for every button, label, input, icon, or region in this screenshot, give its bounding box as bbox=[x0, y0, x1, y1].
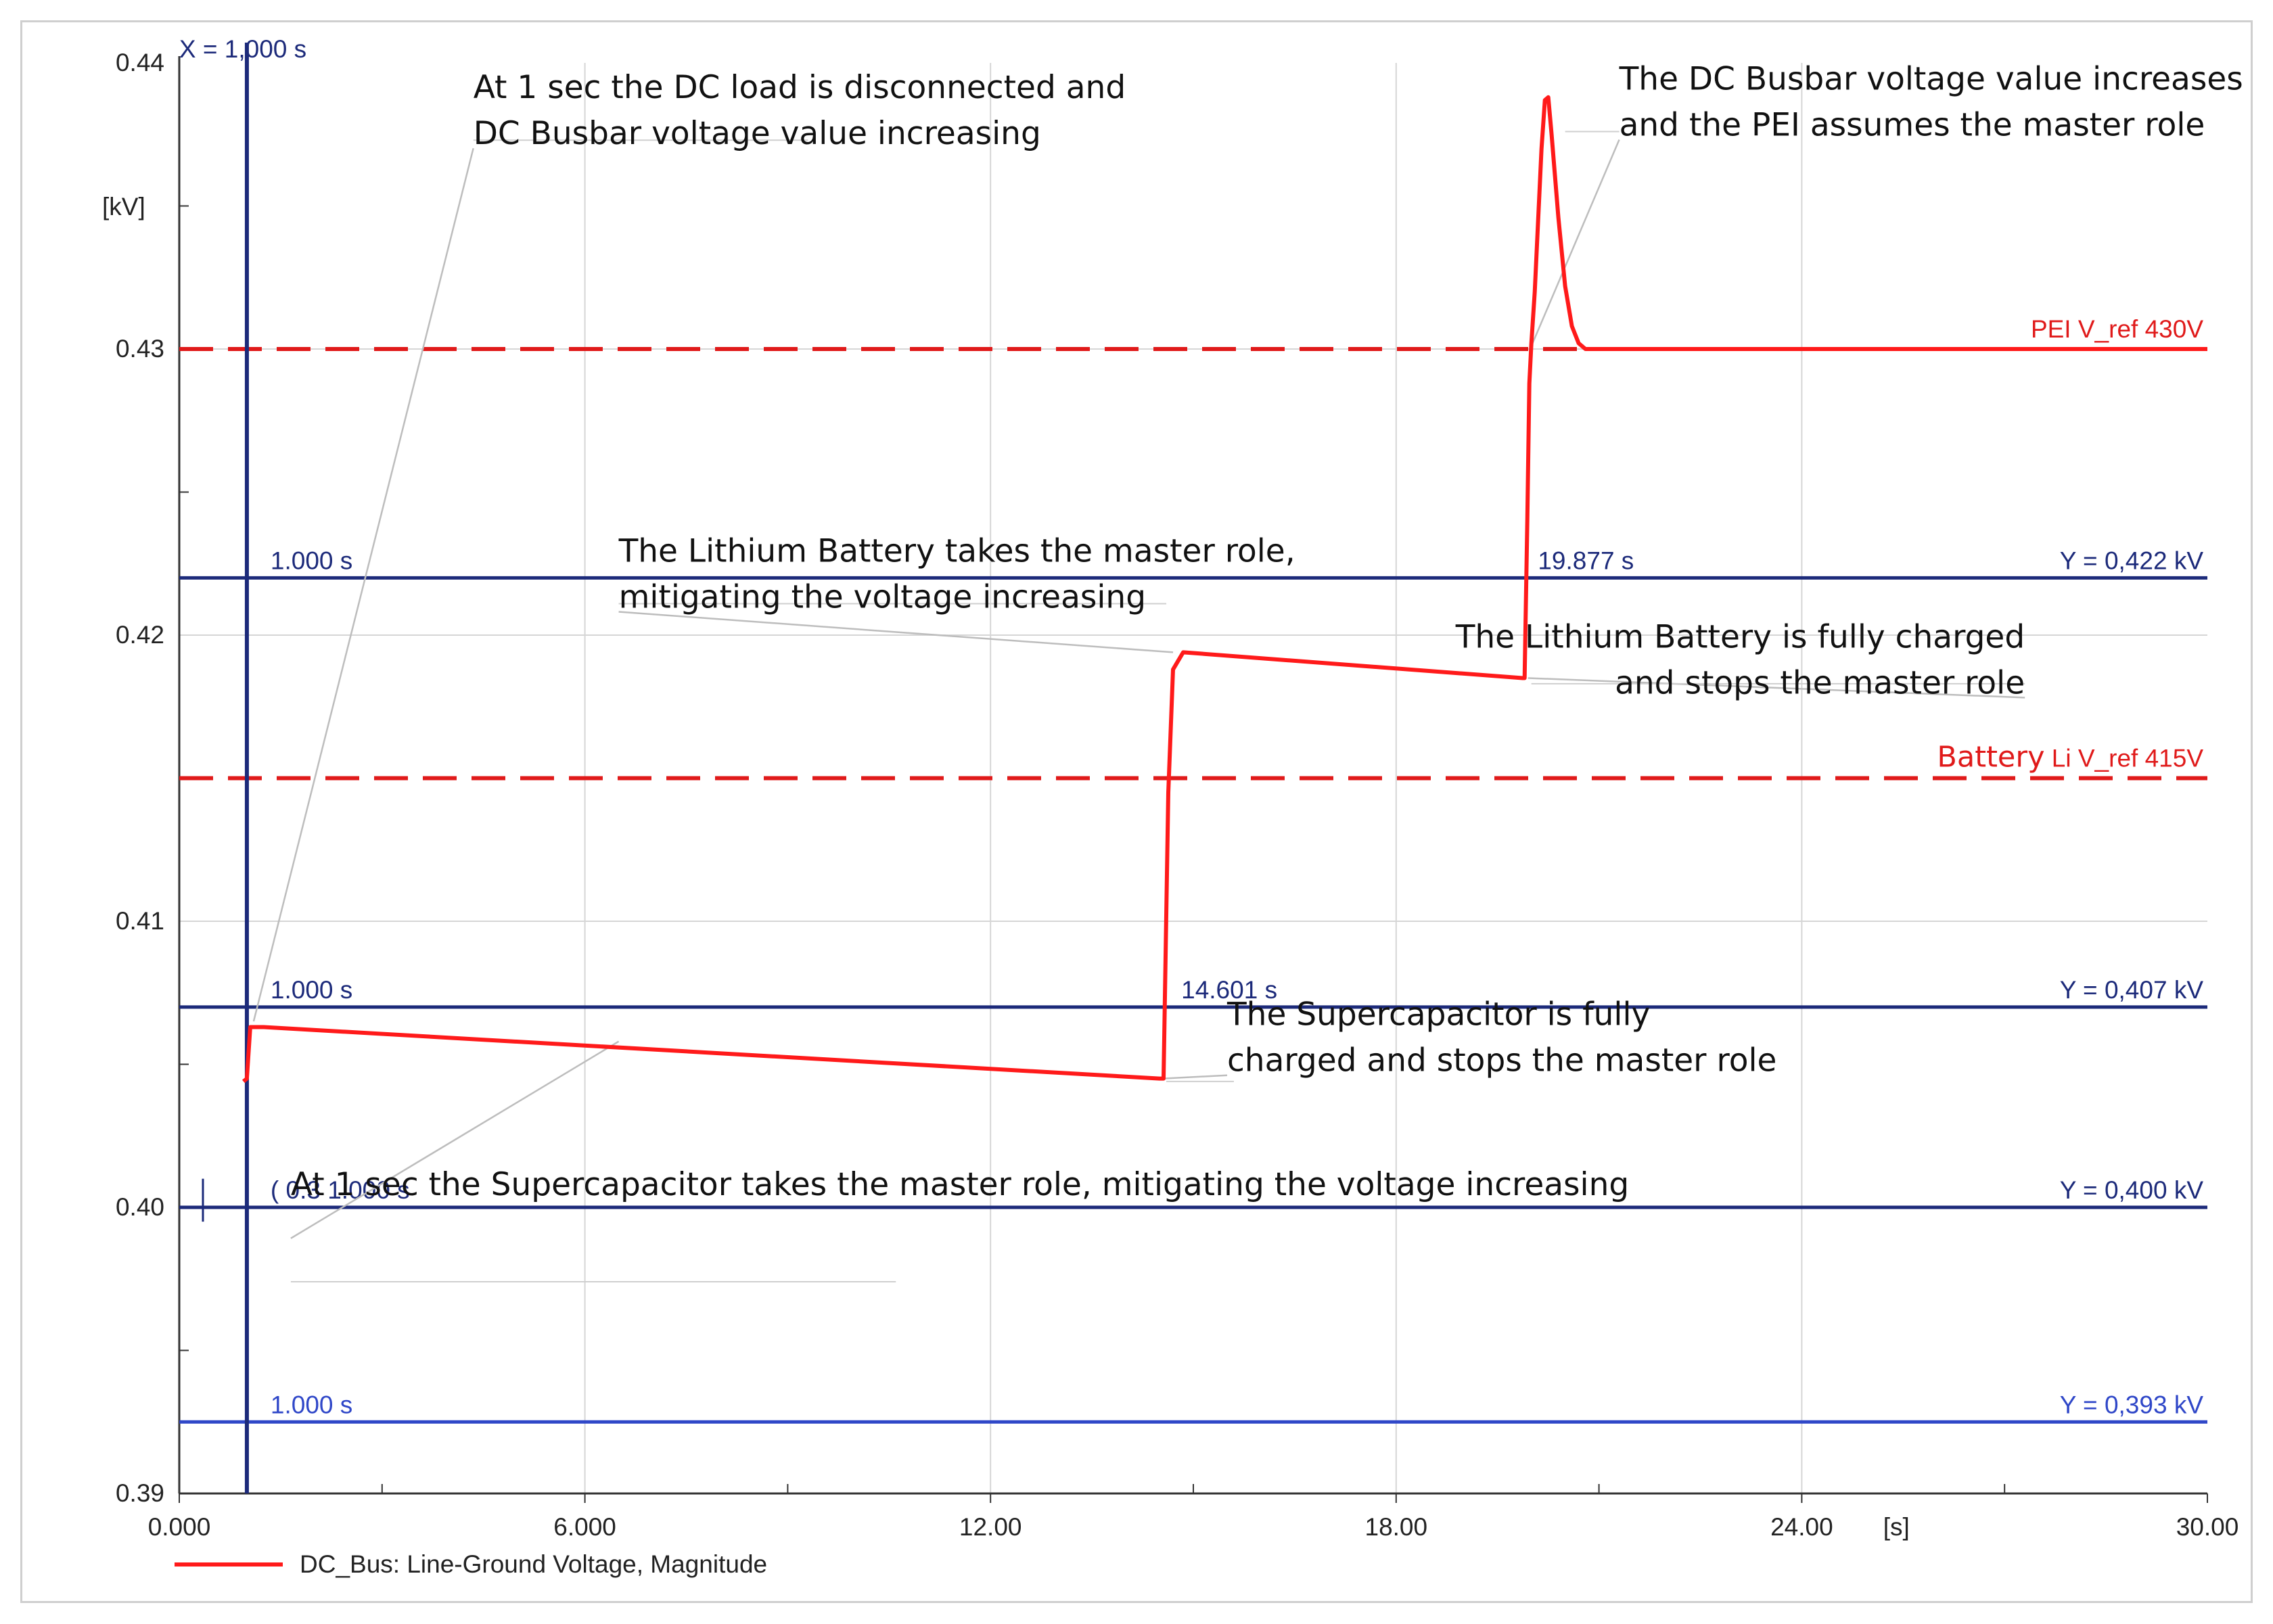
annotation-leader bbox=[618, 611, 1174, 653]
annotation-leader bbox=[252, 147, 474, 1022]
annotation-text: charged and stops the master role bbox=[1227, 1042, 1777, 1080]
x-axis-unit: [s] bbox=[1883, 1513, 1910, 1541]
y-tick-label: 0.39 bbox=[116, 1479, 164, 1507]
voltage-chart: 0.000 6.000 12.00 18.00 24.00 30.00 0.39 0.40 0.… bbox=[102, 35, 2243, 1578]
annotation-text: and stops the master role bbox=[1615, 664, 2025, 701]
reference-line-label: PEI V_ref 430V bbox=[2031, 315, 2203, 343]
x-tick-label: 12.00 bbox=[959, 1513, 1022, 1541]
cursor-left-label: 1.000 s bbox=[271, 1391, 352, 1418]
y-tick-label: 0.43 bbox=[116, 335, 164, 363]
cursor-left-label: 1.000 s bbox=[271, 547, 352, 574]
annotation-text: The Lithium Battery is fully charged bbox=[1455, 618, 2025, 655]
annotation-text: The Lithium Battery takes the master rol… bbox=[618, 532, 1295, 570]
x-tick-label: 18.00 bbox=[1365, 1513, 1428, 1541]
cursor-intersection-label: 19.877 s bbox=[1538, 547, 1634, 574]
x-tick-label: 24.00 bbox=[1770, 1513, 1833, 1541]
x-tick-label: 0.000 bbox=[148, 1513, 211, 1541]
annotation-leader bbox=[1530, 139, 1620, 347]
reference-line-label: Battery Li V_ref 415V bbox=[1937, 741, 2203, 774]
chart-frame: 0.000 6.000 12.00 18.00 24.00 30.00 0.39 0.40 0.… bbox=[20, 20, 2253, 1603]
y-axis-unit: [kV] bbox=[102, 193, 145, 221]
annotation-leader bbox=[290, 1040, 620, 1239]
y-tick-label: 0.44 bbox=[116, 49, 164, 76]
annotation-text: mitigating the voltage increasing bbox=[619, 578, 1147, 616]
cursor-value-label: Y = 0,407 kV bbox=[2060, 976, 2204, 1004]
cursor-x-label: X = 1,000 s bbox=[179, 35, 306, 63]
y-tick-label: 0.40 bbox=[116, 1193, 164, 1221]
reference-line-label-sub: Li V_ref 415V bbox=[2045, 745, 2204, 772]
legend-label: DC_Bus: Line-Ground Voltage, Magnitude bbox=[300, 1550, 767, 1578]
annotation-text: The Supercapacitor is fully bbox=[1226, 996, 1650, 1034]
annotation-leader bbox=[1528, 677, 2025, 699]
reference-line-label-main: Battery bbox=[1937, 741, 2044, 774]
annotation-text: At 1 sec the Supercapacitor takes the ma… bbox=[291, 1166, 1629, 1203]
annotation-text: At 1 sec the DC load is disconnected and bbox=[474, 69, 1126, 106]
x-tick-label: 30.00 bbox=[2176, 1513, 2239, 1541]
annotation-text: and the PEI assumes the master role bbox=[1620, 107, 2205, 144]
cursor-value-label: Y = 0,393 kV bbox=[2060, 1391, 2204, 1418]
annotation-text: DC Busbar voltage value increasing bbox=[474, 115, 1041, 152]
annotation-text: The DC Busbar voltage value increases bbox=[1619, 61, 2243, 98]
cursor-intersection-label: 14.601 s bbox=[1181, 976, 1277, 1004]
y-tick-label: 0.41 bbox=[116, 907, 164, 935]
annotation-leader bbox=[1162, 1074, 1228, 1080]
series-line-dc-bus bbox=[242, 95, 2207, 1084]
cursor-value-label: Y = 0,400 kV bbox=[2060, 1176, 2204, 1204]
x-tick-label: 6.000 bbox=[553, 1513, 616, 1541]
y-tick-label: 0.42 bbox=[116, 621, 164, 649]
cursor-value-label: Y = 0,422 kV bbox=[2060, 547, 2204, 574]
cursor-left-label: 1.000 s bbox=[271, 976, 352, 1004]
